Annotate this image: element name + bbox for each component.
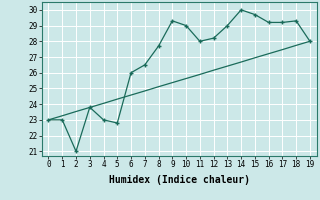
X-axis label: Humidex (Indice chaleur): Humidex (Indice chaleur)	[109, 175, 250, 185]
